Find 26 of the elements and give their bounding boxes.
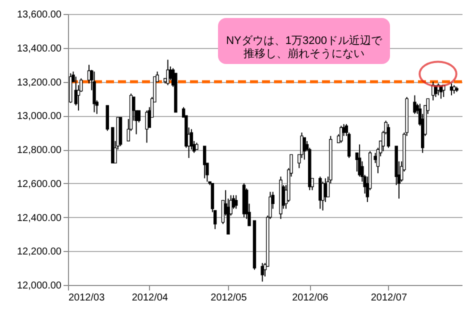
x-tick-label: 2012/05 xyxy=(210,292,248,304)
candlestick xyxy=(340,125,343,144)
x-tick-label: 2012/07 xyxy=(370,292,408,304)
x-tick-label: 2012/06 xyxy=(292,292,329,304)
y-tick-label: 12,000.00 xyxy=(17,280,62,292)
y-tick-label: 12,800.00 xyxy=(17,145,62,156)
y-tick-label: 12,200.00 xyxy=(17,246,62,258)
x-tick-label: 2012/03 xyxy=(68,292,106,304)
y-tick-label: 13,400.00 xyxy=(17,43,62,54)
y-tick-label: 13,200.00 xyxy=(17,77,62,88)
y-tick-label: 13,600.00 xyxy=(17,10,62,20)
candlestick xyxy=(202,146,206,179)
candlestick xyxy=(92,71,96,113)
y-tick-label: 12,600.00 xyxy=(17,178,62,190)
x-tick-label: 2012/04 xyxy=(132,292,168,304)
candlestick xyxy=(234,194,238,210)
candlestick xyxy=(386,124,390,148)
y-tick-label: 12,400.00 xyxy=(17,212,62,224)
candlestick xyxy=(374,152,377,164)
candlestick xyxy=(106,104,109,132)
annotation: NYダウは、1万3200ドル近辺で推移し、崩れそうにない xyxy=(226,34,383,60)
y-tick-label: 13,000.00 xyxy=(17,111,62,122)
candlestick xyxy=(145,110,148,144)
candlestick xyxy=(166,59,170,86)
candlestick xyxy=(321,181,324,211)
candlestick xyxy=(413,94,416,114)
